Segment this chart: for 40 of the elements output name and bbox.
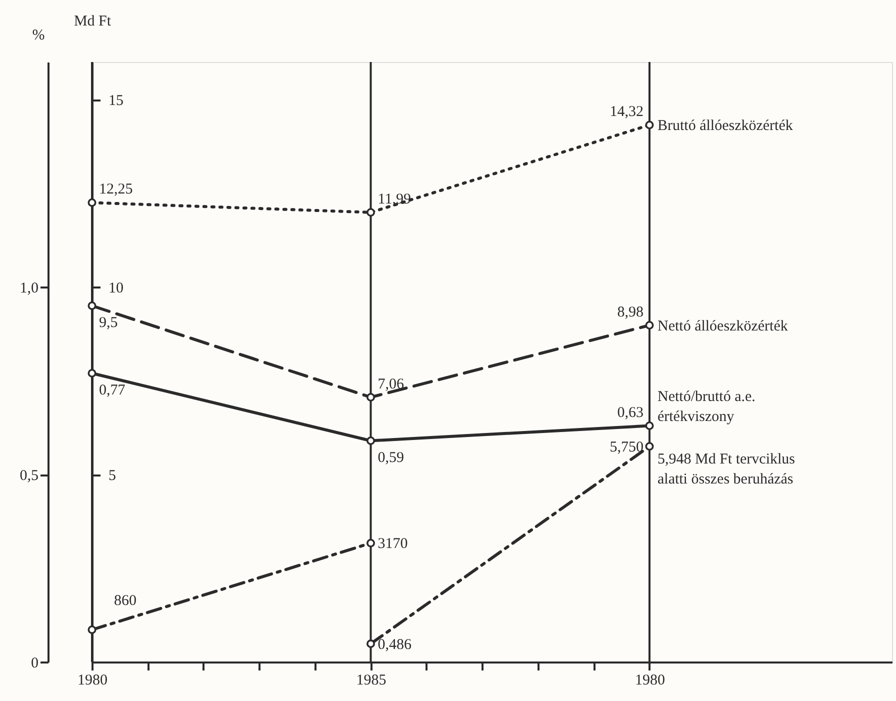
- point: [366, 436, 375, 445]
- annotation: 3170: [378, 536, 408, 552]
- point: [366, 640, 375, 648]
- point: [88, 198, 96, 207]
- point: [366, 393, 375, 402]
- data-label: 0,63: [617, 404, 644, 421]
- point: [645, 321, 654, 330]
- x-tick-label: 1985: [356, 672, 386, 688]
- y-axis-title: %: [32, 28, 45, 44]
- point: [88, 626, 96, 634]
- point: [645, 422, 654, 430]
- data-label: 9,5: [99, 314, 118, 331]
- point: [645, 120, 654, 130]
- data-label: 14,32: [610, 104, 644, 120]
- series-label: Bruttó állóeszközérték: [657, 118, 794, 134]
- series-label: 5,948 Md Ft tervciklus alatti összes beruházás: [657, 451, 796, 488]
- series-label: Nettó állóeszközérték: [657, 318, 788, 334]
- data-label: 12,25: [99, 182, 133, 198]
- data-label: 0,486: [378, 636, 412, 653]
- y-tick-label: 0: [31, 656, 38, 672]
- x-tick-label: 1980: [634, 672, 665, 688]
- point: [88, 302, 96, 310]
- data-label: 7,06: [378, 376, 404, 392]
- annotation: 860: [114, 592, 136, 609]
- y2-tick-label: 5: [108, 468, 116, 484]
- data-label: 8,98: [617, 304, 644, 320]
- point: [366, 538, 375, 548]
- y2-tick-label: 15: [108, 93, 124, 109]
- point: [366, 208, 375, 217]
- y2-axis-title: Md Ft: [74, 14, 112, 30]
- y2-tick-label: 10: [108, 280, 124, 296]
- point: [645, 442, 654, 451]
- data-label: 0,59: [378, 450, 404, 466]
- series-label: Nettó/bruttó a.e. értékviszony: [657, 388, 756, 425]
- data-label: 0,77: [99, 382, 126, 398]
- x-tick-label: 1980: [78, 672, 108, 688]
- point: [88, 369, 96, 378]
- y-tick-label: 1,0: [20, 280, 38, 296]
- y-tick-label: 0,5: [20, 468, 38, 484]
- data-label: 5,750: [610, 439, 644, 456]
